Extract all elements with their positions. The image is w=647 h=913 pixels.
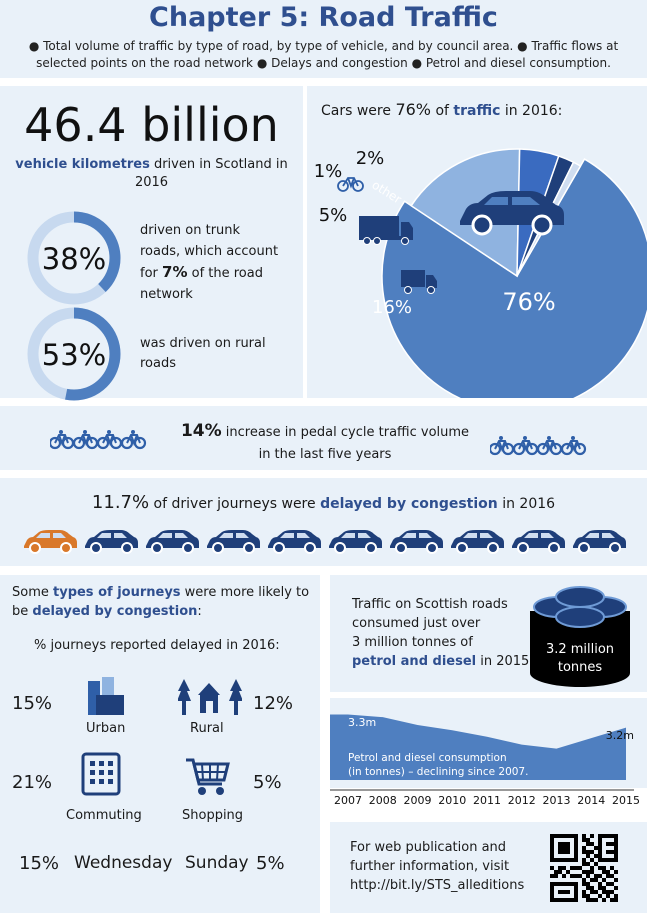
- fuel-year-tick: 2013: [543, 794, 571, 807]
- cycling-text: 14% increase in pedal cycle traffic volu…: [180, 421, 470, 462]
- fuel-area: [330, 714, 626, 780]
- journey-types-panel: Some types of journeys were more likely …: [0, 575, 320, 913]
- fuel-year-tick: 2009: [404, 794, 432, 807]
- bicycle-icon: [560, 436, 587, 456]
- wednesday-pct: 15%: [19, 853, 60, 874]
- car-icon: [390, 530, 443, 554]
- fuel-start-label: 3.3m: [348, 716, 376, 729]
- rural-house-trees-icon: [178, 679, 242, 715]
- fuel-consumption-area-chart: 3.3m 3.2m Petrol and diesel consumption …: [330, 698, 647, 807]
- car-icon: [460, 191, 564, 236]
- car-icon: [329, 530, 382, 554]
- car-icon: [512, 530, 565, 554]
- sunday-label: Sunday: [185, 853, 249, 873]
- fuel-end-label: 3.2m: [606, 729, 634, 742]
- cars-share-panel: Cars were 76% of traffic in 2016:: [307, 86, 647, 398]
- car-icon: [207, 530, 260, 554]
- journey-intro: Some types of journeys were more likely …: [12, 585, 310, 619]
- bicycle-icon: [536, 436, 563, 456]
- pie-slice-cars: [381, 158, 647, 398]
- fuel-year-tick: 2012: [508, 794, 536, 807]
- fuel-year-tick: 2007: [334, 794, 362, 807]
- bicycle-icon: [512, 436, 539, 456]
- cars-pct-label: 76%: [502, 288, 555, 316]
- car-icon: [268, 530, 321, 554]
- lgv-pct-label: 16%: [372, 297, 412, 318]
- fuel-consumption-panel: Traffic on Scottish roads consumed just …: [330, 575, 647, 692]
- shopping-pct: 5%: [253, 772, 282, 793]
- web-link[interactable]: http://bit.ly/STS_alleditions: [350, 878, 525, 893]
- fuel-year-tick: 2014: [577, 794, 605, 807]
- fuel-barrels-icon: [530, 586, 630, 687]
- fuel-year-tick: 2008: [369, 794, 397, 807]
- rural-pct: 12%: [253, 693, 294, 714]
- web-info-panel: For web publication and further informat…: [330, 822, 647, 913]
- cycles-right-icons: [490, 436, 587, 456]
- urban-buildings-icon: [88, 677, 124, 715]
- delayed-cars-row: [24, 530, 626, 554]
- office-building-icon: [81, 752, 121, 796]
- congestion-heading: 11.7% of driver journeys were delayed by…: [91, 492, 556, 513]
- vehicle-type-pie-chart: 76% 16% 5% 2% 1% other: [314, 148, 647, 398]
- trunk-description: driven on trunk roads, which account for…: [140, 223, 279, 302]
- car-icon: [146, 530, 199, 554]
- sunday-pct: 5%: [256, 853, 285, 874]
- hgv-pct-label: 5%: [319, 205, 348, 226]
- fuel-year-tick: 2011: [473, 794, 501, 807]
- bicycle-icon: [337, 177, 364, 192]
- delayed-car-icon: [24, 530, 77, 554]
- cars-heading: Cars were 76% of traffic in 2016:: [321, 100, 563, 119]
- rural-description: was driven on rural roads: [140, 336, 266, 371]
- urban-label: Urban: [86, 721, 126, 736]
- rural-donut: 53%: [27, 307, 121, 401]
- congestion-panel: 11.7% of driver journeys were delayed by…: [0, 478, 647, 566]
- hgv-truck-icon: [359, 216, 413, 245]
- commuting-pct: 21%: [12, 772, 53, 793]
- cycling-panel: 14% increase in pedal cycle traffic volu…: [0, 406, 647, 470]
- shopping-cart-icon: [186, 758, 230, 795]
- cycles-left-icons: [50, 430, 147, 450]
- barrel-text: 3.2 million tonnes: [545, 642, 615, 675]
- trunk-pct: 38%: [42, 242, 106, 276]
- page-subtitle: ● Total volume of traffic by type of roa…: [28, 39, 619, 70]
- qr-code-icon[interactable]: [550, 834, 618, 902]
- fuel-description: Traffic on Scottish roads consumed just …: [352, 597, 530, 669]
- fuel-caption-2: (in tonnes) – declining since 2007.: [348, 766, 528, 778]
- other-slice-label: other: [369, 178, 404, 207]
- page-title: Chapter 5: Road Traffic: [149, 2, 498, 33]
- bicycle-icon: [72, 430, 99, 450]
- total-vehicle-km: 46.4 billion: [24, 98, 279, 152]
- vehicle-km-caption: vehicle kilometres driven in Scotland in…: [15, 157, 288, 190]
- trunk-donut: 38%: [27, 211, 121, 305]
- urban-pct: 15%: [12, 693, 53, 714]
- bicycle-icon: [96, 430, 123, 450]
- fuel-caption-1: Petrol and diesel consumption: [348, 752, 507, 764]
- bicycle-icon: [50, 430, 75, 450]
- vehicle-km-panel: 46.4 billion vehicle kilometres driven i…: [0, 86, 303, 401]
- car-icon: [451, 530, 504, 554]
- fuel-year-tick: 2015: [612, 794, 640, 807]
- rural-label: Rural: [190, 721, 224, 736]
- rural-pct: 53%: [42, 338, 106, 372]
- wednesday-label: Wednesday: [74, 853, 173, 873]
- journeys-reported-label: % journeys reported delayed in 2016:: [34, 638, 280, 653]
- car-icon: [573, 530, 626, 554]
- commuting-label: Commuting: [66, 808, 142, 823]
- fuel-year-tick: 2010: [438, 794, 466, 807]
- web-text: For web publication and further informat…: [350, 840, 525, 893]
- shopping-label: Shopping: [182, 808, 244, 823]
- bicycle-icon: [120, 430, 147, 450]
- bicycle-icon: [490, 436, 515, 456]
- lgv-van-icon: [401, 270, 437, 294]
- car-icon: [85, 530, 138, 554]
- trunk-donut-fill: [27, 211, 121, 305]
- header-panel: Chapter 5: Road Traffic ● Total volume o…: [0, 0, 647, 78]
- rural-donut-fill: [27, 307, 121, 401]
- other-pct-label: 2%: [356, 148, 385, 169]
- cycle-pct-label: 1%: [314, 161, 343, 182]
